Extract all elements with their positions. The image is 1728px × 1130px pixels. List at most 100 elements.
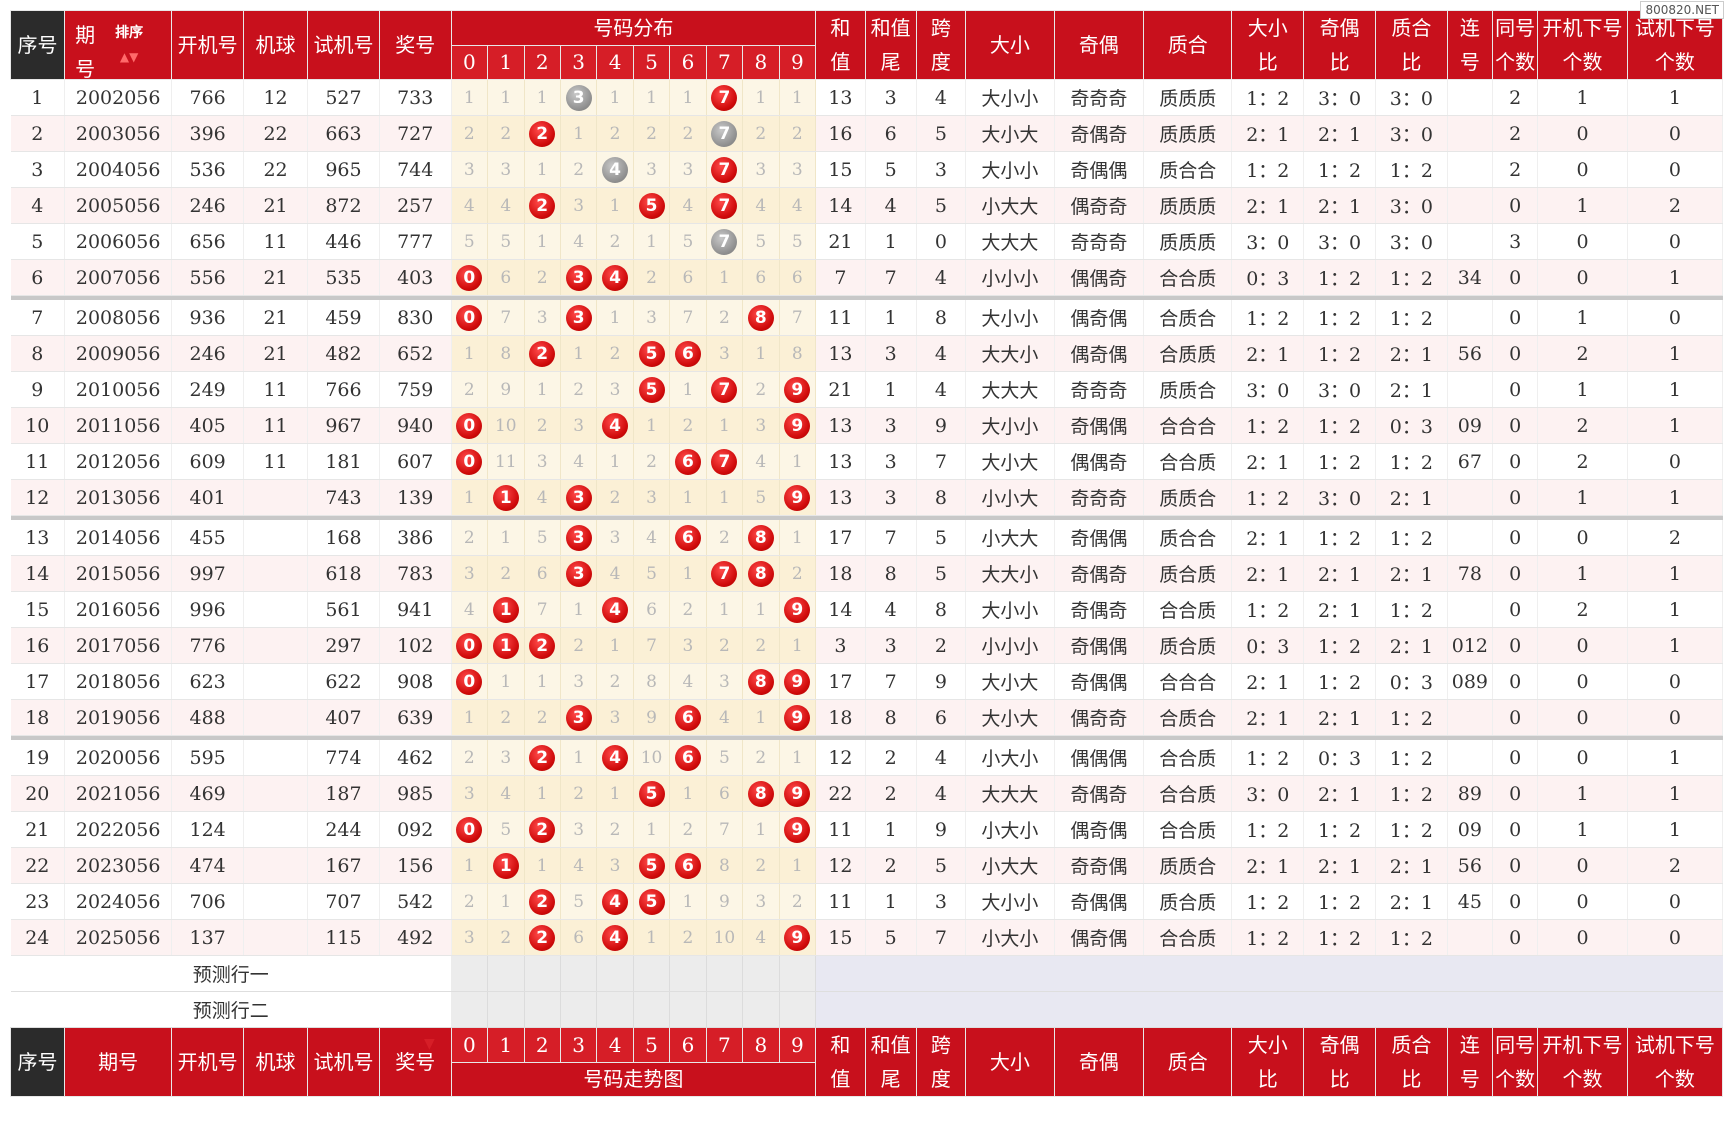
digit-cell-7: 8 <box>706 847 744 884</box>
down-arrow-icon[interactable]: ▼ <box>424 1036 435 1052</box>
row-r3: 1：2 <box>1375 775 1448 812</box>
row-r3: 1：2 <box>1375 443 1448 480</box>
row-period: 2010056 <box>64 371 173 408</box>
row-test: 446 <box>307 223 380 260</box>
row-same: 0 <box>1492 883 1539 920</box>
row-r2: 2：1 <box>1303 187 1376 224</box>
prediction-digit-cell[interactable] <box>669 991 707 1028</box>
row-onext: 0 <box>1537 627 1628 664</box>
row-r1: 1：2 <box>1231 479 1305 516</box>
prediction-digit-cell[interactable] <box>451 991 489 1028</box>
prediction-digit-cell[interactable] <box>669 955 707 992</box>
prediction-digit-cell[interactable] <box>596 955 634 992</box>
prediction-row-1[interactable]: 预测行一 <box>10 955 1723 992</box>
prediction-digit-cell[interactable] <box>742 955 780 992</box>
prediction-digit-cell[interactable] <box>524 991 561 1028</box>
prediction-digit-cell[interactable] <box>779 991 817 1028</box>
digit-cell-5: 5 <box>633 371 671 408</box>
row-r3: 2：1 <box>1375 479 1448 516</box>
row-open: 474 <box>171 847 245 884</box>
digit-cell-7: 3 <box>706 663 744 700</box>
prediction-digit-cell[interactable] <box>451 955 489 992</box>
prediction-digit-cell[interactable] <box>560 991 598 1028</box>
row-period: 2008056 <box>64 300 173 336</box>
digit-cell-4: 2 <box>596 479 634 516</box>
row-parity: 奇偶偶 <box>1054 407 1145 444</box>
row-r1: 0：3 <box>1231 259 1305 296</box>
prediction-row-2[interactable]: 预测行二 <box>10 991 1723 1028</box>
digit-cell-6: 6 <box>669 443 707 480</box>
row-con <box>1447 591 1494 628</box>
row-span: 5 <box>916 555 967 592</box>
row-r2: 2：1 <box>1303 847 1376 884</box>
row-open: 936 <box>171 300 245 336</box>
row-open: 996 <box>171 591 245 628</box>
col-period-header[interactable]: 期 号 排序 ▲▼ <box>64 10 173 80</box>
digit-cell-3: 4 <box>560 847 598 884</box>
row-r2: 3：0 <box>1303 479 1376 516</box>
footer-test: 试机号 <box>307 1027 380 1097</box>
row-prize: 908 <box>379 663 452 700</box>
row-size: 大大大 <box>965 223 1055 260</box>
row-sum: 21 <box>815 371 866 408</box>
digit-cell-5: 5 <box>633 883 671 920</box>
row-test: 115 <box>307 919 380 956</box>
row-prize: 542 <box>379 883 452 920</box>
digit-cell-5: 1 <box>633 811 671 848</box>
digit-cell-9: 1 <box>779 79 817 116</box>
col-tail-header: 和值尾 <box>864 10 917 80</box>
row-sum: 14 <box>815 591 866 628</box>
sort-arrows-icon[interactable]: ▲▼ <box>119 50 139 64</box>
prediction-digit-cell[interactable] <box>706 991 744 1028</box>
hit-ball: 4 <box>602 156 629 183</box>
digit-cell-5: 3 <box>633 300 671 336</box>
table-footer: 序号 期号 开机号 机球 试机号 奖号 0 1 2 3 4 5 6 7 8 9 … <box>9 1027 1724 1097</box>
sort-control[interactable]: 排序 ▲▼ <box>115 26 143 64</box>
digit-cell-5: 10 <box>633 740 671 776</box>
row-seq: 18 <box>10 699 66 736</box>
prediction-digit-cell[interactable] <box>742 991 780 1028</box>
row-tail: 5 <box>865 919 917 956</box>
col-seq-header: 序号 <box>9 10 66 80</box>
prediction-digit-cell[interactable] <box>779 955 817 992</box>
digit-cell-7: 1 <box>706 479 744 516</box>
prediction-digit-cell[interactable] <box>633 955 671 992</box>
digit-cell-6: 5 <box>669 223 707 260</box>
prediction-digit-cell[interactable] <box>487 991 525 1028</box>
row-size: 小小小 <box>965 627 1055 664</box>
row-prime: 合合质 <box>1143 259 1233 296</box>
prediction-digit-cell[interactable] <box>596 991 634 1028</box>
prediction-digit-cell[interactable] <box>487 955 525 992</box>
row-period: 2020056 <box>64 740 173 776</box>
row-span: 7 <box>916 919 967 956</box>
prediction-digit-cell[interactable] <box>633 991 671 1028</box>
row-open: 401 <box>171 479 245 516</box>
row-tail: 7 <box>865 259 917 296</box>
digit-cell-8: 3 <box>742 151 780 188</box>
row-tnext: 0 <box>1627 300 1724 336</box>
row-parity: 奇奇偶 <box>1054 847 1145 884</box>
row-machine <box>243 775 309 812</box>
prediction-digit-cell[interactable] <box>524 955 561 992</box>
row-parity: 偶偶奇 <box>1054 259 1145 296</box>
col-consecutive-header: 连号 <box>1446 10 1494 80</box>
row-con: 56 <box>1447 335 1494 372</box>
digit-cell-8: 1 <box>742 811 780 848</box>
col-sum-header: 和值 <box>815 10 866 80</box>
hit-ball: 3 <box>565 84 592 111</box>
row-tail: 1 <box>865 371 917 408</box>
hit-ball: 7 <box>711 192 738 219</box>
row-onext: 2 <box>1537 443 1628 480</box>
row-con: 78 <box>1447 555 1494 592</box>
prediction-digit-cell[interactable] <box>706 955 744 992</box>
row-r3: 0：3 <box>1375 663 1448 700</box>
row-sum: 11 <box>815 811 866 848</box>
digit-cell-8: 2 <box>742 740 780 776</box>
footer-digit-7: 7 <box>705 1027 744 1063</box>
hit-ball: 2 <box>529 888 556 915</box>
row-span: 8 <box>916 591 967 628</box>
hit-ball: 9 <box>784 596 811 623</box>
prediction-digit-cell[interactable] <box>560 955 598 992</box>
hit-ball: 5 <box>638 340 665 367</box>
hit-ball: 0 <box>456 264 483 291</box>
